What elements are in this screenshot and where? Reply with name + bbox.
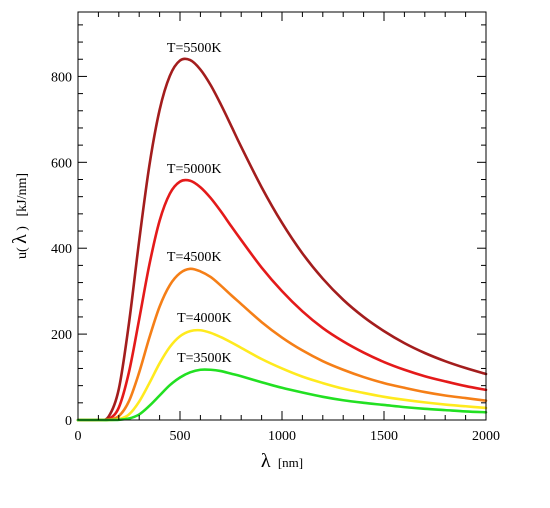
series-label: T=5000K bbox=[167, 162, 222, 177]
y-tick-label: 200 bbox=[51, 328, 72, 343]
axis-ticks bbox=[77, 12, 487, 421]
series-labels: T=5500K T=5000K T=4500K T=4000K T=3500K bbox=[167, 41, 232, 366]
plot-frame bbox=[77, 11, 487, 421]
x-tick-label: 1000 bbox=[268, 429, 296, 444]
series-label: T=4000K bbox=[177, 311, 232, 326]
axis-tick-labels: 0 500 1000 1500 2000 0 200 400 600 800 bbox=[51, 70, 500, 444]
series-label: T=4500K bbox=[167, 250, 222, 265]
y-axis-unit: [kJ/nm] bbox=[15, 173, 30, 217]
y-tick-label: 800 bbox=[51, 70, 72, 85]
x-tick-label: 500 bbox=[170, 429, 191, 444]
y-tick-label: 600 bbox=[51, 156, 72, 171]
series-line-t-4500k bbox=[76, 267, 488, 422]
x-tick-label: 2000 bbox=[472, 429, 500, 444]
series-label: T=5500K bbox=[167, 41, 222, 56]
x-tick-label: 1500 bbox=[370, 429, 398, 444]
y-axis-symbol: λ bbox=[9, 234, 31, 244]
series-label: T=3500K bbox=[177, 351, 232, 366]
series-line-t-4000k bbox=[76, 328, 488, 422]
y-tick-label: 0 bbox=[65, 414, 72, 429]
x-tick-label: 0 bbox=[75, 429, 82, 444]
x-axis-symbol: λ bbox=[261, 450, 271, 472]
x-axis-unit: [nm] bbox=[278, 455, 303, 470]
series-line-t-5000k bbox=[76, 178, 488, 422]
y-axis-suffix: ) bbox=[15, 226, 30, 231]
y-axis-prefix: u( bbox=[15, 247, 30, 259]
series-line-t-3500k bbox=[76, 368, 488, 422]
series-line-t-5500k bbox=[76, 57, 488, 422]
series-curves bbox=[76, 57, 488, 422]
x-axis-label: λ [nm] bbox=[261, 450, 303, 472]
y-tick-label: 400 bbox=[51, 242, 72, 257]
y-axis-label: u( λ ) [kJ/nm] bbox=[9, 173, 31, 259]
